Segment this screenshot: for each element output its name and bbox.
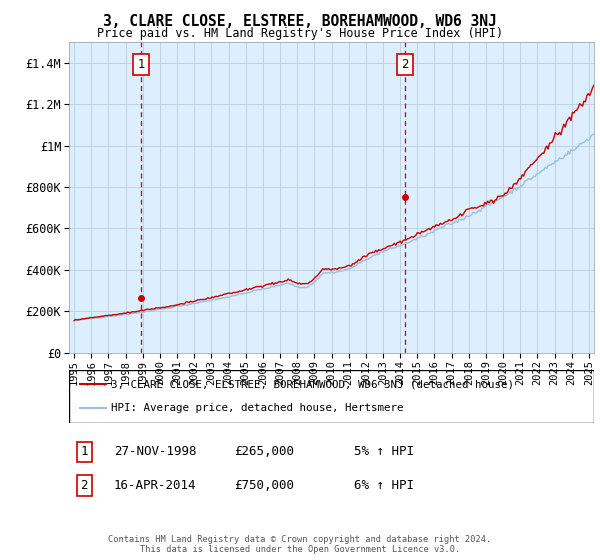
Text: HPI: Average price, detached house, Hertsmere: HPI: Average price, detached house, Hert… <box>111 403 404 413</box>
Text: 3, CLARE CLOSE, ELSTREE, BOREHAMWOOD, WD6 3NJ: 3, CLARE CLOSE, ELSTREE, BOREHAMWOOD, WD… <box>103 14 497 29</box>
Text: 2: 2 <box>401 58 409 71</box>
Text: Contains HM Land Registry data © Crown copyright and database right 2024.
This d: Contains HM Land Registry data © Crown c… <box>109 535 491 554</box>
Text: Price paid vs. HM Land Registry's House Price Index (HPI): Price paid vs. HM Land Registry's House … <box>97 27 503 40</box>
Text: 2: 2 <box>80 479 88 492</box>
Text: 16-APR-2014: 16-APR-2014 <box>114 479 197 492</box>
Text: 27-NOV-1998: 27-NOV-1998 <box>114 445 197 459</box>
Text: 5% ↑ HPI: 5% ↑ HPI <box>354 445 414 459</box>
Text: 3, CLARE CLOSE, ELSTREE, BOREHAMWOOD, WD6 3NJ (detached house): 3, CLARE CLOSE, ELSTREE, BOREHAMWOOD, WD… <box>111 380 514 390</box>
Text: 1: 1 <box>80 445 88 459</box>
Text: 6% ↑ HPI: 6% ↑ HPI <box>354 479 414 492</box>
Text: £265,000: £265,000 <box>234 445 294 459</box>
Text: £750,000: £750,000 <box>234 479 294 492</box>
Text: 1: 1 <box>137 58 145 71</box>
